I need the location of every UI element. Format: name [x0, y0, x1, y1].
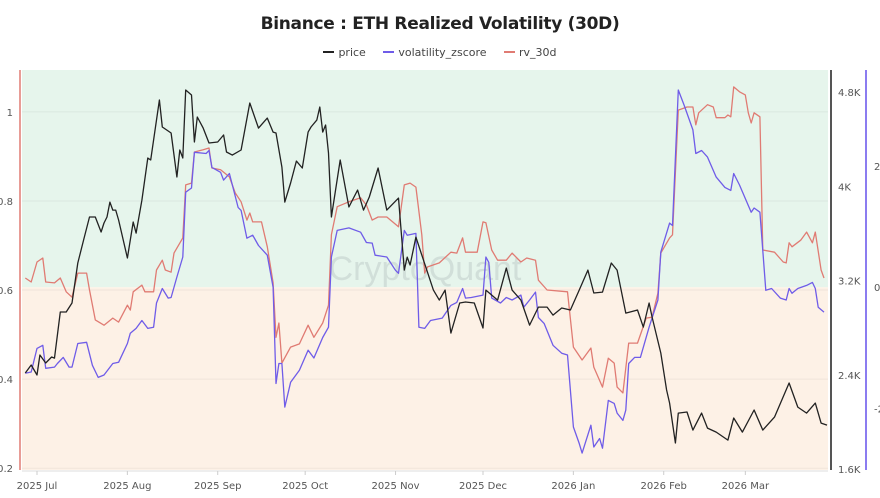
legend-swatch — [504, 51, 516, 53]
price-tick-label: 4K — [838, 182, 851, 193]
zscore-tick-label: 2 — [874, 162, 880, 173]
left-tick-label: 0.2 — [0, 464, 13, 475]
chart-title: Binance : ETH Realized Volatility (30D) — [260, 14, 620, 34]
series-line-rv-30d — [24, 86, 825, 394]
x-tick-label: 2025 Nov — [371, 481, 419, 492]
band-positive — [22, 70, 828, 288]
band-negative — [22, 287, 828, 470]
x-tick-label: 2025 Sep — [194, 481, 241, 492]
watermark: CryptoQuant — [329, 250, 522, 288]
series-line-price — [24, 89, 828, 444]
price-tick-label: 4.8K — [838, 88, 861, 99]
legend: price volatility_zscore rv_30d — [0, 43, 880, 59]
legend-swatch — [323, 51, 335, 53]
left-tick-label: 1 — [7, 108, 13, 119]
series-line-volatility-zscore — [25, 89, 825, 454]
left-tick-label: 0.4 — [0, 375, 13, 386]
legend-swatch — [383, 51, 395, 53]
left-tick-label: 0.6 — [0, 286, 13, 297]
legend-label: price — [338, 45, 366, 59]
left-tick-label: 0.8 — [0, 197, 13, 208]
x-tick-label: 2025 Dec — [459, 481, 507, 492]
legend-item-volatility-zscore[interactable]: volatility_zscore — [383, 45, 487, 59]
price-tick-label: 3.2K — [838, 277, 861, 288]
zscore-tick-label: 0 — [874, 283, 880, 294]
x-tick-label: 2026 Jan — [551, 481, 595, 492]
legend-label: volatility_zscore — [398, 45, 487, 59]
legend-label: rv_30d — [519, 45, 557, 59]
x-tick-label: 2026 Mar — [722, 481, 770, 492]
x-tick-label: 2025 Aug — [103, 481, 151, 492]
x-tick-label: 2025 Jul — [17, 481, 58, 492]
price-tick-label: 1.6K — [838, 465, 861, 476]
x-tick-label: 2025 Oct — [282, 481, 328, 492]
zscore-tick-label: -2 — [874, 404, 880, 415]
legend-item-rv-30d[interactable]: rv_30d — [504, 46, 557, 59]
x-tick-label: 2026 Feb — [641, 481, 687, 492]
legend-item-price[interactable]: price — [323, 45, 366, 59]
price-tick-label: 2.4K — [838, 371, 861, 382]
